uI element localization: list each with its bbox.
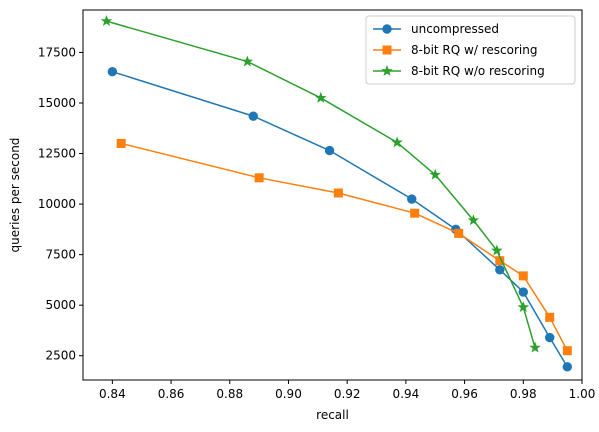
- x-tick-label: 0.98: [510, 387, 537, 401]
- legend: uncompressed 8-bit RQ w/ rescoring 8-bit R…: [365, 15, 576, 85]
- y-tick-label: 12500: [38, 147, 76, 161]
- x-tick-label: 0.88: [216, 387, 243, 401]
- plot-frame: [82, 9, 583, 381]
- data-point: [314, 91, 327, 103]
- x-tick-label: 0.90: [275, 387, 302, 401]
- data-point: [333, 188, 343, 198]
- data-point: [254, 173, 264, 183]
- series-line: [120, 142, 568, 352]
- series-line: [112, 70, 568, 368]
- x-tick-label: 0.84: [99, 387, 126, 401]
- x-tick-label: 0.96: [451, 387, 478, 401]
- data-point: [545, 332, 555, 343]
- data-point: [407, 194, 417, 204]
- data-point: [529, 341, 541, 353]
- legend-entry: 8-bit RQ w/ rescoring: [373, 43, 537, 57]
- data-point: [518, 287, 528, 297]
- y-tick-label: 17500: [38, 45, 76, 59]
- series-2: [100, 15, 541, 353]
- data-point: [248, 111, 258, 121]
- series-layer: [100, 15, 573, 372]
- legend-box: [365, 15, 576, 85]
- x-axis-label: recall: [316, 408, 349, 422]
- series-1: [116, 138, 572, 356]
- data-point: [517, 301, 530, 313]
- data-point: [562, 362, 573, 372]
- legend-entry: 8-bit RQ w/o rescoring: [373, 64, 545, 78]
- data-point: [562, 346, 572, 356]
- legend-label: 8-bit RQ w/o rescoring: [411, 64, 545, 78]
- legend-label: 8-bit RQ w/ rescoring: [411, 43, 537, 57]
- data-point: [495, 265, 505, 275]
- y-tick-label: 10000: [38, 197, 76, 211]
- data-point: [454, 228, 464, 238]
- x-tick-label: 0.94: [393, 387, 420, 401]
- y-tick-label: 7500: [45, 248, 76, 262]
- x-axis: 0.84 0.86 0.88 0.90 0.92 0.94 0.96 0.98 1.00: [99, 380, 595, 401]
- legend-marker: [382, 45, 392, 55]
- data-point: [100, 15, 113, 27]
- data-point: [116, 138, 126, 148]
- legend-label: uncompressed: [411, 22, 499, 36]
- legend-entry: uncompressed: [373, 22, 499, 36]
- y-tick-label: 2500: [45, 349, 76, 363]
- data-point: [241, 55, 254, 67]
- y-axis: 2500 5000 7500 10000 12500 15000 17500: [38, 45, 83, 363]
- legend-marker: [381, 64, 393, 76]
- x-tick-label: 0.86: [158, 387, 185, 401]
- data-point: [491, 244, 503, 256]
- x-tick-label: 0.92: [334, 387, 361, 401]
- data-point: [391, 136, 403, 148]
- data-point: [410, 208, 420, 218]
- legend-marker: [382, 24, 392, 34]
- y-tick-label: 15000: [38, 96, 76, 110]
- data-point: [518, 271, 528, 281]
- data-point: [545, 312, 555, 322]
- data-point: [324, 145, 335, 156]
- x-tick-label: 1.00: [569, 387, 596, 401]
- data-point: [107, 66, 118, 77]
- data-point: [429, 168, 441, 180]
- series-0: [107, 66, 573, 372]
- y-axis-label: queries per second: [8, 138, 22, 253]
- data-point: [467, 214, 480, 226]
- y-tick-label: 5000: [45, 298, 76, 312]
